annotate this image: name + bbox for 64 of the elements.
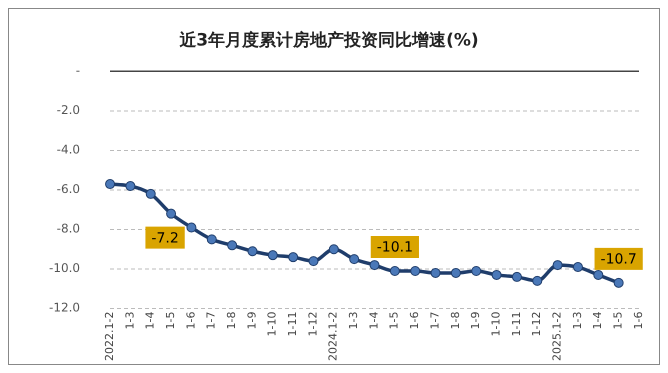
x-tick-label: 1-6 [632, 312, 645, 330]
y-tick-label: -6.0 [56, 182, 80, 196]
point [512, 272, 522, 282]
point [552, 260, 563, 270]
x-tick-label: 1-10 [489, 312, 502, 337]
point [146, 188, 156, 199]
x-tick-label: 1-9 [469, 312, 482, 330]
point [227, 240, 238, 250]
point [206, 234, 217, 244]
point [247, 246, 258, 256]
x-tick-label: 1-7 [428, 312, 442, 330]
x-tick-label: 1-3 [347, 312, 360, 330]
chart-title: 近3年月度累计房地产投资同比增速(%) [178, 30, 479, 51]
point [370, 260, 380, 270]
point [308, 256, 318, 266]
x-tick-label: 1-5 [164, 312, 177, 330]
x-tick-label: 1-5 [612, 312, 625, 330]
point [268, 250, 278, 260]
x-tick-label: 1-5 [388, 312, 401, 330]
y-tick-label: -12.0 [48, 300, 80, 315]
point [410, 266, 420, 276]
point [492, 270, 502, 280]
y-tick-label: - [76, 64, 80, 78]
point [328, 244, 339, 254]
point [471, 266, 482, 276]
x-tick-label: 1-8 [448, 312, 462, 330]
x-tick-label: 1-11 [510, 312, 523, 337]
point [593, 270, 604, 280]
x-tick-label: 1-11 [286, 312, 300, 337]
point [105, 179, 116, 190]
data-label: -7.2 [151, 230, 179, 246]
data-label: -10.7 [600, 251, 637, 268]
x-tick-label: 1-3 [570, 312, 584, 330]
x-tick-label: 1-6 [408, 312, 422, 330]
x-tick-label: 2024.1-2 [326, 312, 340, 362]
x-tick-label: 1-6 [184, 312, 198, 330]
point [186, 222, 196, 233]
x-tick-label: 1-4 [591, 312, 604, 330]
y-tick-label: -2.0 [56, 103, 80, 118]
y-tick-label: -4.0 [56, 142, 80, 157]
x-tick-label: 1-10 [266, 312, 279, 337]
y-tick-label: -10.0 [48, 261, 80, 276]
data-label: -10.1 [376, 240, 413, 256]
point [430, 268, 441, 278]
x-tick-label: 1-8 [224, 312, 238, 330]
point [614, 278, 624, 288]
point [349, 254, 360, 264]
point [572, 262, 583, 272]
point [390, 266, 400, 276]
x-tick-label: 2022.1-2 [102, 312, 116, 362]
point [532, 276, 542, 286]
x-tick-label: 1-9 [245, 312, 258, 330]
x-tick-label: 1-7 [204, 312, 218, 330]
point [125, 181, 136, 192]
y-tick-label: -8.0 [56, 222, 80, 236]
x-tick-label: 1-3 [123, 312, 136, 330]
point [450, 268, 461, 278]
x-tick-label: 1-12 [306, 312, 320, 337]
x-tick-label: 1-4 [144, 312, 157, 330]
x-tick-label: 2025.1-2 [550, 312, 564, 362]
point [288, 252, 298, 262]
x-tick-label: 1-4 [367, 312, 380, 330]
x-tick-label: 1-12 [530, 312, 544, 337]
point [166, 208, 176, 219]
